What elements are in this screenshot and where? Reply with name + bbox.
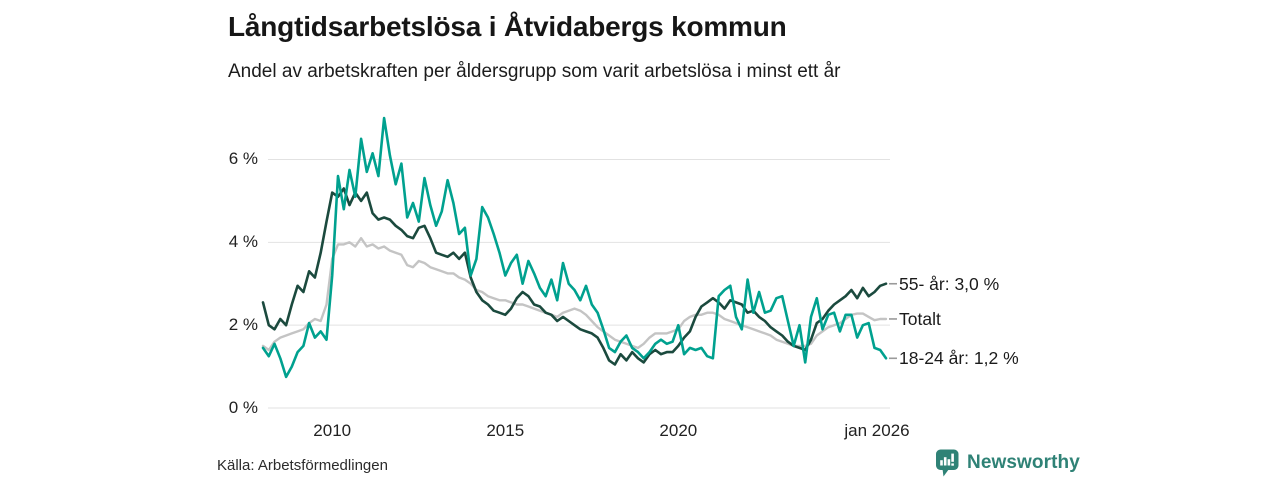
x-tick-label-2015: 2015 xyxy=(486,421,525,440)
series-line-55-r xyxy=(261,187,888,366)
brand-footer: Newsworthy xyxy=(935,449,1080,477)
x-tick-label-jan-2026: jan 2026 xyxy=(844,421,910,440)
series-end-label-55-ar: 55- år: 3,0 % xyxy=(899,273,1000,294)
newsworthy-logo-icon xyxy=(936,449,959,477)
page-title: Långtidsarbetslösa i Åtvidabergs kommun xyxy=(228,11,787,42)
series-end-label-18-24-ar: 18-24 år: 1,2 % xyxy=(899,348,1019,369)
page-subtitle: Andel av arbetskraften per åldersgrupp s… xyxy=(228,61,841,82)
x-tick-label-2020: 2020 xyxy=(659,421,698,440)
y-tick-label-6: 6 % xyxy=(228,149,258,169)
series-line-18-24-r xyxy=(261,116,888,379)
y-tick-label-0: 0 % xyxy=(228,398,258,417)
series-end-label-totalt: Totalt xyxy=(899,308,941,329)
y-tick-label-4: 4 % xyxy=(228,232,258,252)
newsworthy-wordmark: Newsworthy xyxy=(967,452,1080,473)
source-note: Källa: Arbetsförmedlingen xyxy=(217,457,388,474)
y-tick-label-2: 2 % xyxy=(228,315,258,335)
series-line-totalt xyxy=(261,237,888,352)
x-tick-label-2010: 2010 xyxy=(313,421,352,440)
